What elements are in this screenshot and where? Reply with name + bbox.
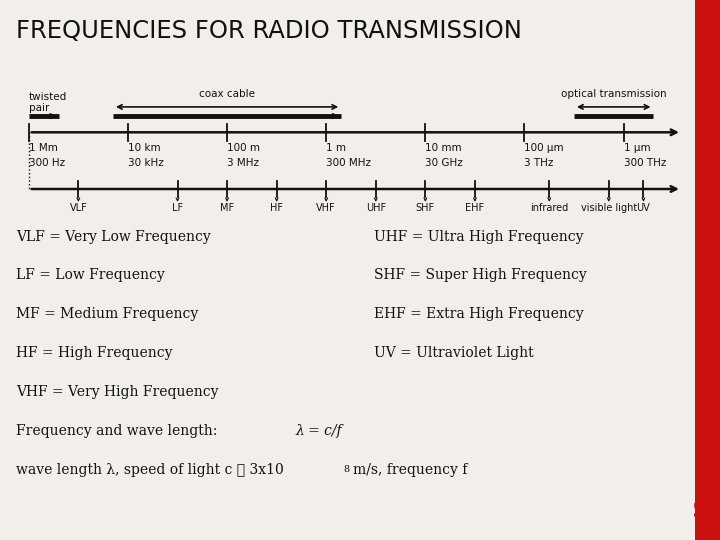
Text: 3 MHz: 3 MHz [227, 158, 259, 168]
Text: VLF = Very Low Frequency: VLF = Very Low Frequency [16, 230, 210, 244]
Text: HF: HF [270, 203, 283, 213]
Text: 10 km: 10 km [128, 143, 161, 153]
Text: infrared: infrared [530, 203, 568, 213]
Text: UHF = Ultra High Frequency: UHF = Ultra High Frequency [374, 230, 584, 244]
Text: 8: 8 [343, 465, 350, 475]
Text: UHF: UHF [366, 203, 386, 213]
Text: SHF = Super High Frequency: SHF = Super High Frequency [374, 268, 587, 282]
Text: visible light: visible light [580, 203, 637, 213]
Text: 3 THz: 3 THz [524, 158, 554, 168]
Text: 1 Mm: 1 Mm [29, 143, 58, 153]
Text: wave length λ, speed of light c ≅ 3x10: wave length λ, speed of light c ≅ 3x10 [16, 463, 284, 477]
Text: twisted
pair: twisted pair [29, 92, 67, 113]
Text: 300 THz: 300 THz [624, 158, 666, 168]
Text: UV = Ultraviolet Light: UV = Ultraviolet Light [374, 346, 534, 360]
Bar [695, 0, 720, 540]
Text: 100 μm: 100 μm [524, 143, 564, 153]
Text: Frequency and wave length:: Frequency and wave length: [16, 424, 217, 438]
Text: 300 MHz: 300 MHz [326, 158, 372, 168]
Text: HF = High Frequency: HF = High Frequency [16, 346, 172, 360]
Text: LF = Low Frequency: LF = Low Frequency [16, 268, 165, 282]
Text: VHF: VHF [316, 203, 336, 213]
Text: EHF: EHF [465, 203, 485, 213]
Text: λ = c/f: λ = c/f [295, 424, 342, 438]
Text: EHF = Extra High Frequency: EHF = Extra High Frequency [374, 307, 584, 321]
Text: 1 μm: 1 μm [624, 143, 650, 153]
Text: 30 kHz: 30 kHz [128, 158, 163, 168]
Text: UV: UV [636, 203, 650, 213]
Text: optical transmission: optical transmission [561, 89, 667, 99]
Text: 1 m: 1 m [326, 143, 346, 153]
Text: 30 GHz: 30 GHz [426, 158, 463, 168]
Text: VHF = Very High Frequency: VHF = Very High Frequency [16, 385, 218, 399]
Text: LF: LF [172, 203, 183, 213]
Text: m/s, frequency f: m/s, frequency f [353, 463, 467, 477]
Text: MF: MF [220, 203, 234, 213]
Text: 300 Hz: 300 Hz [29, 158, 65, 168]
Text: VLF: VLF [70, 203, 87, 213]
Text: 10 mm: 10 mm [426, 143, 462, 153]
Text: coax cable: coax cable [199, 89, 255, 99]
Text: SHF: SHF [415, 203, 435, 213]
Text: MF = Medium Frequency: MF = Medium Frequency [16, 307, 198, 321]
Text: 100 m: 100 m [227, 143, 260, 153]
Text: 16: 16 [693, 499, 708, 518]
Text: FREQUENCIES FOR RADIO TRANSMISSION: FREQUENCIES FOR RADIO TRANSMISSION [16, 19, 522, 43]
